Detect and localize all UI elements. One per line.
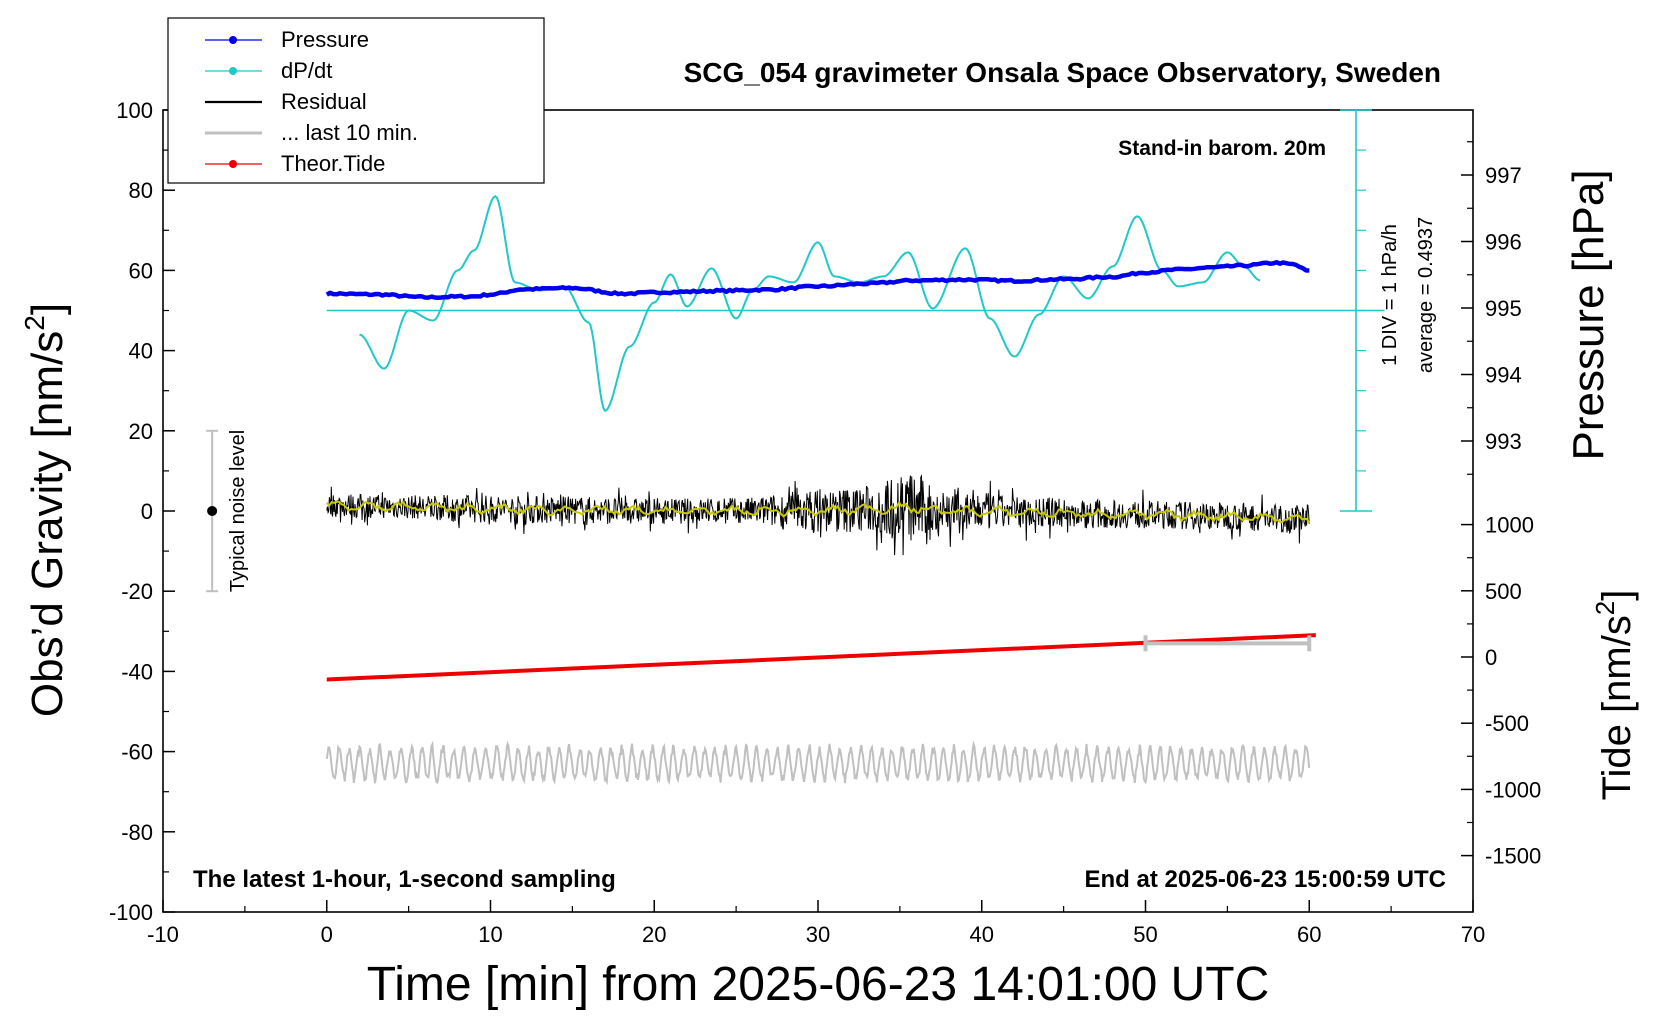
tide-tick-label: -1500 — [1485, 844, 1541, 869]
y-tick-label: 40 — [129, 339, 153, 364]
tide-tick-label: 1000 — [1485, 513, 1534, 538]
tide-tick-label: -500 — [1485, 711, 1529, 736]
legend-swatch-marker — [229, 67, 237, 75]
tide-tick-label: -1000 — [1485, 777, 1541, 802]
tide-tick-label: 500 — [1485, 579, 1522, 604]
x-tick-label: 40 — [970, 922, 994, 947]
y-tick-label: 20 — [129, 419, 153, 444]
tide-axis-label-close: ] — [1595, 590, 1639, 601]
last-10-min-series — [325, 740, 1311, 786]
x-tick-label: 10 — [478, 922, 502, 947]
pressure-axis-ticks: 997 996 995 994 993 — [1461, 141, 1522, 475]
x-tick-label: 60 — [1297, 922, 1321, 947]
pressure-tick-label: 995 — [1485, 296, 1522, 321]
pressure-tick-label: 994 — [1485, 363, 1522, 388]
legend-box — [167, 17, 545, 184]
legend-label: Pressure — [281, 27, 369, 52]
x-tick-label: -10 — [147, 922, 179, 947]
legend: Pressure dP/dt Residual ... last 10 min. The… — [167, 17, 545, 184]
typical-noise-bar — [206, 429, 219, 593]
tide-axis-label-sup: 2 — [1590, 601, 1620, 615]
x-tick-label: 20 — [642, 922, 666, 947]
x-axis-ticks: -10 0 10 20 30 40 50 60 70 — [147, 900, 1485, 947]
legend-items: Pressure dP/dt Residual ... last 10 min. The… — [205, 27, 418, 176]
pressure-axis-label: Pressure [hPa] — [1564, 169, 1613, 460]
div-label: 1 DIV = 1 hPa/h — [1379, 224, 1401, 366]
x-tick-label: 70 — [1461, 922, 1485, 947]
y-tick-label: 100 — [116, 98, 153, 123]
y-axis-label-left-sup: 2 — [19, 315, 50, 331]
x-axis-label: Time [min] from 2025-06-23 14:01:00 UTC — [367, 958, 1270, 1011]
y-tick-label: 80 — [129, 178, 153, 203]
footer-left-note: The latest 1-hour, 1-second sampling — [193, 866, 616, 893]
pressure-tick-label: 993 — [1485, 429, 1522, 454]
legend-label: ... last 10 min. — [281, 120, 418, 145]
y-tick-label: -80 — [121, 820, 153, 845]
noise-label: Typical noise level — [227, 430, 249, 592]
x-tick-label: 0 — [321, 922, 333, 947]
tide-axis-ticks: 1000 500 0 -500 -1000 -1500 — [1461, 513, 1541, 869]
tide-axis-label-text: Tide [nm/s — [1595, 615, 1639, 800]
x-tick-label: 30 — [806, 922, 830, 947]
y-axis-label-left-close: ] — [23, 303, 72, 315]
pressure-tick-label: 997 — [1485, 163, 1522, 188]
residual-series — [326, 474, 1310, 556]
average-label: average = 0.4937 — [1415, 217, 1437, 373]
noise-bar-center — [207, 506, 218, 516]
y-tick-label: 60 — [129, 258, 153, 283]
y-axis-label-left: Obs’d Gravity [nm/s2] — [19, 303, 72, 717]
y-tick-label: -20 — [121, 579, 153, 604]
pressure-tick-label: 996 — [1485, 230, 1522, 255]
residual-smoothed-series — [326, 500, 1311, 524]
y-tick-label: 0 — [141, 499, 153, 524]
legend-label: Residual — [281, 89, 367, 114]
y-tick-label: -100 — [109, 900, 153, 925]
last-10-min-window-bar — [1143, 635, 1312, 652]
y-axis-label-left-text: Obs’d Gravity [nm/s — [23, 331, 72, 717]
legend-label: dP/dt — [281, 58, 332, 83]
barometer-annotation: Stand-in barom. 20m — [1118, 137, 1326, 160]
pressure-series — [325, 259, 1310, 301]
tide-axis-label: Tide [nm/s2] — [1590, 590, 1639, 801]
chart-title: SCG_054 gravimeter Onsala Space Observat… — [684, 57, 1441, 88]
y-tick-label: -60 — [121, 740, 153, 765]
y-axis-ticks: 100 80 60 40 20 0 -20 -40 -60 -80 -100 — [109, 98, 175, 925]
legend-swatch-marker — [229, 160, 237, 168]
tide-tick-label: 0 — [1485, 645, 1497, 670]
legend-swatch-marker — [229, 36, 237, 44]
legend-label: Theor.Tide — [281, 151, 385, 176]
x-tick-label: 50 — [1133, 922, 1157, 947]
y-tick-label: -40 — [121, 659, 153, 684]
dpdt-series — [359, 194, 1261, 413]
footer-right-note: End at 2025-06-23 15:00:59 UTC — [1085, 866, 1447, 893]
